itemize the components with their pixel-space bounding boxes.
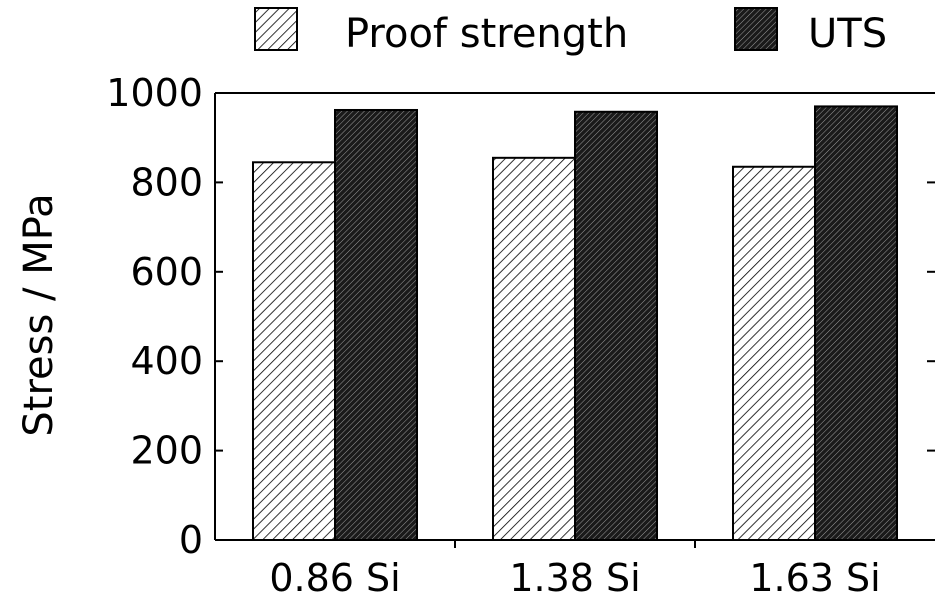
x-axis: 0.86 Si 1.38 Si 1.63 Si — [269, 540, 881, 600]
bar-proof-strength — [492, 156, 576, 541]
bar-proof-strength — [252, 161, 336, 541]
legend: Proof strength UTS — [254, 7, 887, 57]
bars-group — [252, 105, 898, 542]
y-tick-label: 0 — [179, 518, 203, 562]
bar-uts — [334, 108, 418, 542]
legend-swatch-proof-strength — [254, 7, 298, 51]
bar-uts — [574, 110, 658, 542]
y-axis-label: Stress / MPa — [16, 193, 62, 436]
legend-label: Proof strength — [345, 11, 628, 57]
bar-uts — [814, 105, 898, 541]
x-tick-label: 0.86 Si — [269, 556, 400, 600]
y-tick-label: 400 — [130, 339, 203, 383]
x-tick-label: 1.38 Si — [509, 556, 640, 600]
x-tick-label: 1.63 Si — [749, 556, 880, 600]
legend-label: UTS — [808, 11, 887, 57]
y-tick-label: 600 — [130, 250, 203, 294]
y-tick-label: 200 — [130, 429, 203, 473]
bar-proof-strength — [732, 165, 816, 541]
legend-swatch-uts — [734, 7, 778, 51]
y-tick-label: 800 — [130, 160, 203, 204]
y-tick-label: 1000 — [106, 71, 203, 115]
y-axis: 0 200 400 600 800 1000 — [106, 71, 935, 562]
